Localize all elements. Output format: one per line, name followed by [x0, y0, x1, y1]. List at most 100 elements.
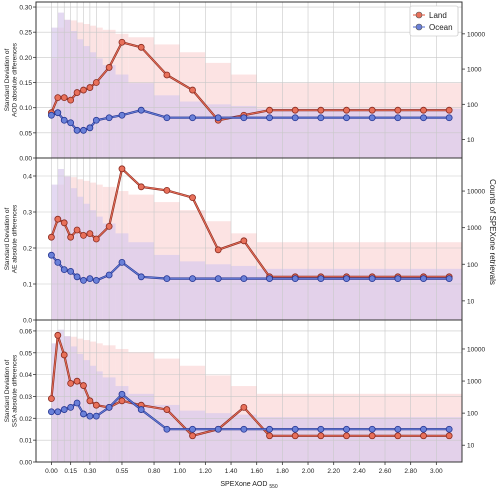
- y-tick-label: 0.04: [19, 372, 32, 379]
- x-tick-label: 0.30: [84, 468, 97, 475]
- land-data-point: [60, 219, 68, 227]
- land-data-point: [291, 106, 299, 114]
- x-tick-label: 2.60: [379, 468, 392, 475]
- land-data-point: [163, 406, 171, 413]
- ocean-count-bar: [231, 414, 257, 462]
- land-data-point: [163, 71, 171, 79]
- ocean-data-point: [67, 267, 75, 275]
- ocean-count-bar: [128, 83, 155, 158]
- ocean-count-bar: [96, 216, 103, 320]
- ocean-data-point: [47, 408, 55, 416]
- ocean-data-point: [47, 111, 55, 119]
- land-data-point: [86, 397, 94, 405]
- x-tick-label: 2.80: [404, 468, 417, 475]
- land-data-point: [60, 94, 68, 102]
- y-axis-label-line: AE absolute differences: [12, 204, 19, 273]
- y-tick-label: 0.30: [19, 5, 32, 12]
- y-tick-label: 0.05: [19, 350, 32, 357]
- y-tick-label: 0.10: [19, 105, 32, 112]
- legend-swatch-marker: [415, 11, 423, 19]
- land-data-point: [445, 432, 453, 440]
- ocean-data-point: [343, 275, 350, 283]
- ocean-data-point: [73, 273, 81, 281]
- x-axis-label-main: SPEXone AOD: [220, 481, 269, 488]
- y-axis-label-line: AOD absolute differences: [12, 42, 19, 117]
- ocean-count-bar: [57, 12, 65, 158]
- x-tick-label: 2.20: [327, 468, 340, 475]
- ocean-data-point: [67, 403, 75, 411]
- y-tick-label: 0.00: [19, 460, 32, 467]
- ocean-data-point: [394, 425, 402, 433]
- ocean-data-point: [54, 408, 62, 416]
- x-axis-label-subscript: 550: [269, 484, 278, 490]
- legend: Land Ocean: [409, 5, 459, 37]
- land-data-point: [73, 89, 81, 96]
- right-tick-label: 10: [467, 137, 475, 144]
- land-data-point: [92, 401, 100, 409]
- x-tick-label: 1.00: [173, 468, 186, 475]
- ocean-count-bar: [154, 95, 180, 158]
- land-data-point: [214, 246, 222, 254]
- right-tick-label: 10000: [467, 31, 485, 38]
- ocean-count-bar: [89, 365, 97, 462]
- land-data-point: [163, 186, 171, 194]
- land-data-point: [118, 397, 126, 405]
- right-tick-label: 100: [467, 411, 478, 418]
- land-data-point: [80, 231, 87, 239]
- ocean-data-point: [317, 114, 325, 122]
- ocean-count-bar: [154, 404, 180, 462]
- ocean-data-point: [343, 425, 350, 433]
- ocean-data-point: [137, 406, 145, 413]
- legend-label: Ocean: [429, 23, 453, 32]
- right-tick-label: 1000: [467, 225, 482, 232]
- y-tick-label: 0.25: [19, 30, 32, 37]
- ocean-data-point: [118, 111, 126, 119]
- ocean-data-point: [368, 275, 376, 283]
- y-tick-label: 0.02: [19, 416, 32, 423]
- land-data-point: [86, 84, 94, 91]
- land-data-point: [54, 215, 62, 223]
- ocean-data-point: [368, 114, 376, 122]
- x-tick-label: 0.00: [45, 468, 58, 475]
- ocean-data-point: [214, 425, 222, 433]
- ocean-data-point: [420, 275, 427, 283]
- y-axis-label-line: Standard Deviation of: [4, 360, 11, 423]
- ocean-data-point: [266, 114, 273, 122]
- ocean-data-point: [266, 275, 273, 283]
- land-data-point: [368, 432, 376, 440]
- ocean-data-point: [60, 266, 68, 274]
- ocean-data-point: [105, 271, 113, 279]
- ocean-data-point: [343, 114, 350, 122]
- y-tick-label: 0.3: [23, 210, 32, 217]
- land-data-point: [368, 106, 376, 114]
- ocean-data-point: [394, 114, 402, 122]
- ocean-data-point: [317, 425, 325, 433]
- ocean-data-point: [291, 425, 299, 433]
- right-tick-label: 10: [467, 443, 475, 450]
- ocean-count-bar: [64, 336, 71, 462]
- ocean-data-point: [266, 425, 273, 433]
- ocean-data-point: [92, 276, 100, 284]
- land-data-point: [60, 351, 68, 359]
- ocean-data-point: [54, 258, 62, 266]
- ocean-data-point: [118, 390, 126, 398]
- land-data-point: [118, 165, 126, 173]
- ocean-count-bar: [96, 58, 103, 158]
- ocean-data-point: [189, 114, 196, 122]
- ocean-count-bar: [89, 52, 97, 158]
- right-axis-label: Counts of SPEXone retrievals: [488, 179, 497, 285]
- legend-swatch-marker: [415, 23, 423, 31]
- right-tick-label: 100: [467, 102, 478, 109]
- panel-frame: [35, 319, 463, 463]
- ocean-count-bar: [77, 39, 84, 158]
- ocean-data-point: [189, 425, 196, 433]
- x-tick-label: 1.40: [225, 468, 238, 475]
- ocean-data-point: [86, 124, 94, 132]
- ocean-data-point: [214, 275, 222, 283]
- ocean-count-bar: [70, 31, 78, 158]
- ocean-data-point: [163, 275, 171, 283]
- x-tick-label: 1.20: [199, 468, 212, 475]
- right-tick-label: 10: [467, 298, 475, 305]
- land-data-point: [189, 194, 196, 202]
- ocean-data-point: [86, 412, 94, 420]
